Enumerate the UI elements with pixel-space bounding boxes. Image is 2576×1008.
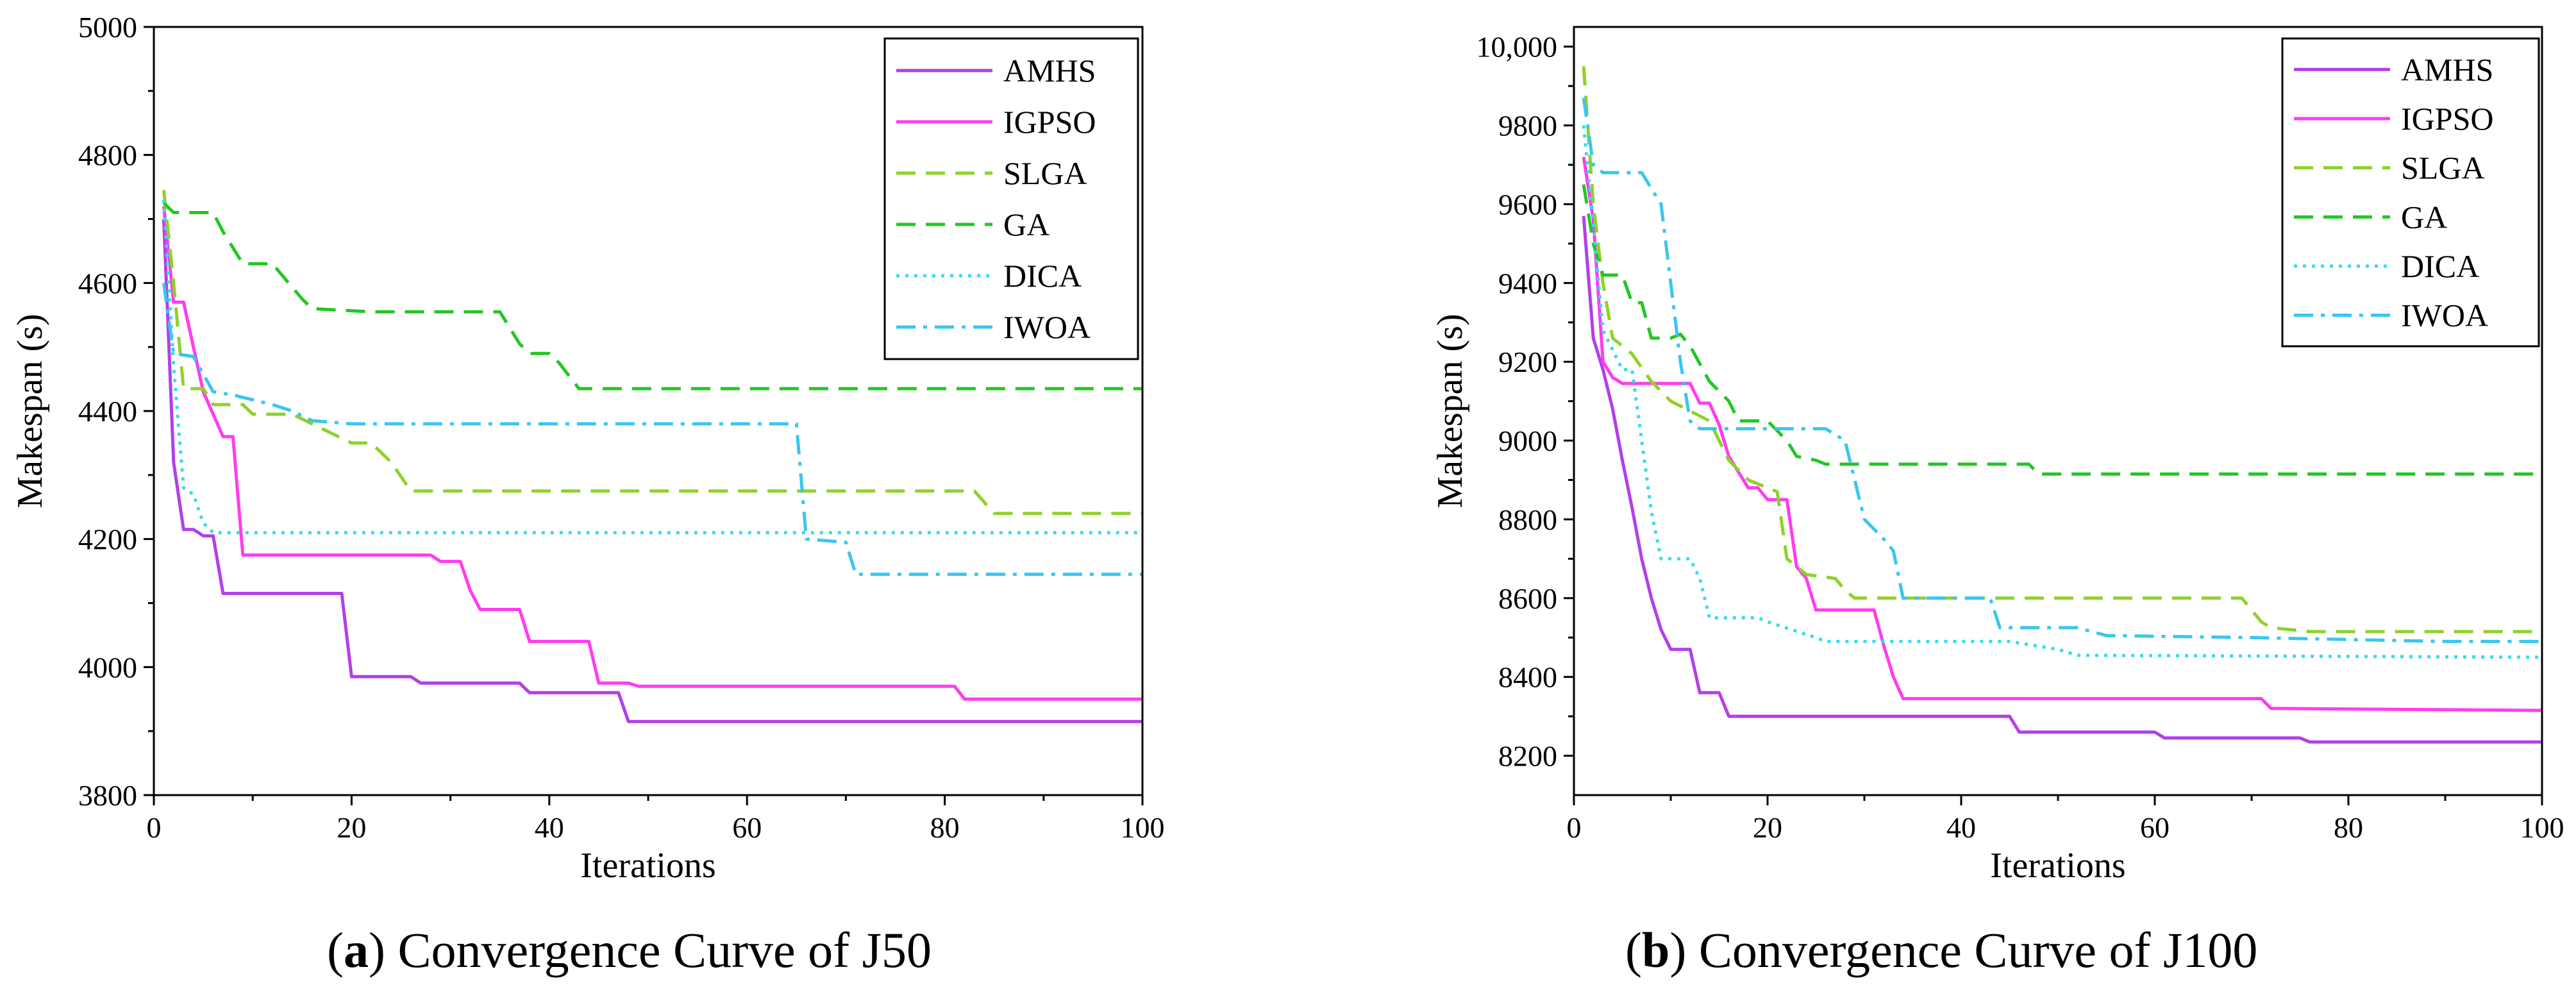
series-line-igpso — [1582, 156, 2542, 712]
legend-box — [2281, 37, 2540, 348]
caption-a: (a) Convergence Curve of J50 — [327, 918, 932, 982]
x-tick-label: 60 — [2140, 811, 2170, 844]
y-tick-label: 10,000 — [1476, 31, 1558, 63]
y-tick-label: 9400 — [1498, 267, 1557, 299]
caption-b-text: Convergence Curve of J100 — [1686, 922, 2258, 978]
legend-label-dica: DICA — [1003, 258, 1082, 294]
legend-label-slga: SLGA — [1003, 155, 1087, 191]
y-tick-label: 4000 — [78, 651, 137, 684]
y-tick-label: 8600 — [1498, 582, 1557, 615]
caption-a-open: ( — [327, 922, 344, 978]
x-tick-label: 20 — [337, 811, 366, 844]
caption-b-open: ( — [1625, 922, 1642, 978]
x-axis-title: Iterations — [580, 846, 715, 886]
series-line-amhs — [1582, 215, 2542, 744]
y-tick-label: 8800 — [1498, 503, 1557, 536]
legend: AMHS IGPSO SLGA GA DICA IWOA — [2281, 37, 2540, 348]
x-tick-label: 60 — [732, 811, 762, 844]
caption-b-close: ) — [1669, 922, 1687, 978]
x-tick-label: 100 — [1121, 811, 1165, 844]
x-tick-label: 40 — [1946, 811, 1976, 844]
series-line-dica — [1582, 125, 2542, 659]
series-group — [162, 190, 1142, 723]
y-tick-label: 4200 — [78, 523, 137, 556]
y-tick-label: 8200 — [1498, 740, 1557, 773]
y-tick-label: 4800 — [78, 139, 137, 172]
chart-j100: 0 20 40 60 80 100 8200 8400 8600 8800 9000 9200 9400… — [1430, 26, 2564, 886]
series-line-ga — [162, 201, 1142, 391]
y-tick-label: 9000 — [1498, 424, 1557, 457]
caption-b-letter: b — [1641, 922, 1670, 978]
legend-box — [883, 37, 1139, 360]
caption-a-letter: a — [343, 922, 369, 978]
x-tick-label: 80 — [930, 811, 960, 844]
series-line-ga — [1582, 184, 2542, 476]
y-tick-label: 4400 — [78, 395, 137, 428]
x-tick-label: 80 — [2334, 811, 2363, 844]
legend-label-igpso: IGPSO — [1003, 104, 1096, 140]
chart-j50: 0 20 40 60 80 100 3800 4000 4200 4400 4600 4800 5000… — [10, 11, 1165, 886]
y-tick-label: 9800 — [1498, 110, 1557, 142]
series-line-slga — [162, 190, 1142, 516]
x-tick-label: 100 — [2520, 811, 2564, 844]
caption-b: (b) Convergence Curve of J100 — [1625, 918, 2257, 982]
x-tick-label: 20 — [1753, 811, 1782, 844]
series-line-slga — [1582, 66, 2542, 634]
y-tick-label: 3800 — [78, 779, 137, 812]
legend-label-ga: GA — [2401, 199, 2447, 235]
y-axis-title: Makespan (s) — [10, 314, 50, 508]
x-axis-title: Iterations — [1990, 846, 2125, 886]
legend: AMHS IGPSO SLGA GA DICA IWOA — [883, 37, 1139, 360]
x-tick-label: 40 — [535, 811, 564, 844]
y-tick-label: 8400 — [1498, 661, 1557, 694]
series-line-amhs — [162, 219, 1142, 723]
legend-label-iwoa: IWOA — [2401, 298, 2488, 333]
series-line-igpso — [162, 206, 1142, 701]
legend-label-iwoa: IWOA — [1003, 309, 1091, 345]
legend-label-amhs: AMHS — [2401, 51, 2493, 87]
legend-label-ga: GA — [1003, 206, 1050, 242]
y-tick-label: 9200 — [1498, 346, 1557, 378]
y-axis-title: Makespan (s) — [1430, 314, 1470, 508]
series-group — [1582, 66, 2542, 744]
legend-label-slga: SLGA — [2401, 150, 2485, 186]
legend-label-igpso: IGPSO — [2401, 101, 2493, 137]
y-tick-label: 9600 — [1498, 188, 1557, 221]
y-tick-label: 4600 — [78, 267, 137, 299]
x-tick-label: 0 — [1567, 811, 1582, 844]
x-tick-label: 0 — [147, 811, 162, 844]
y-tick-label: 5000 — [78, 11, 137, 44]
caption-a-close: ) — [368, 922, 385, 978]
legend-label-amhs: AMHS — [1003, 53, 1096, 88]
caption-a-text: Convergence Curve of J50 — [385, 922, 932, 978]
legend-label-dica: DICA — [2401, 248, 2479, 284]
